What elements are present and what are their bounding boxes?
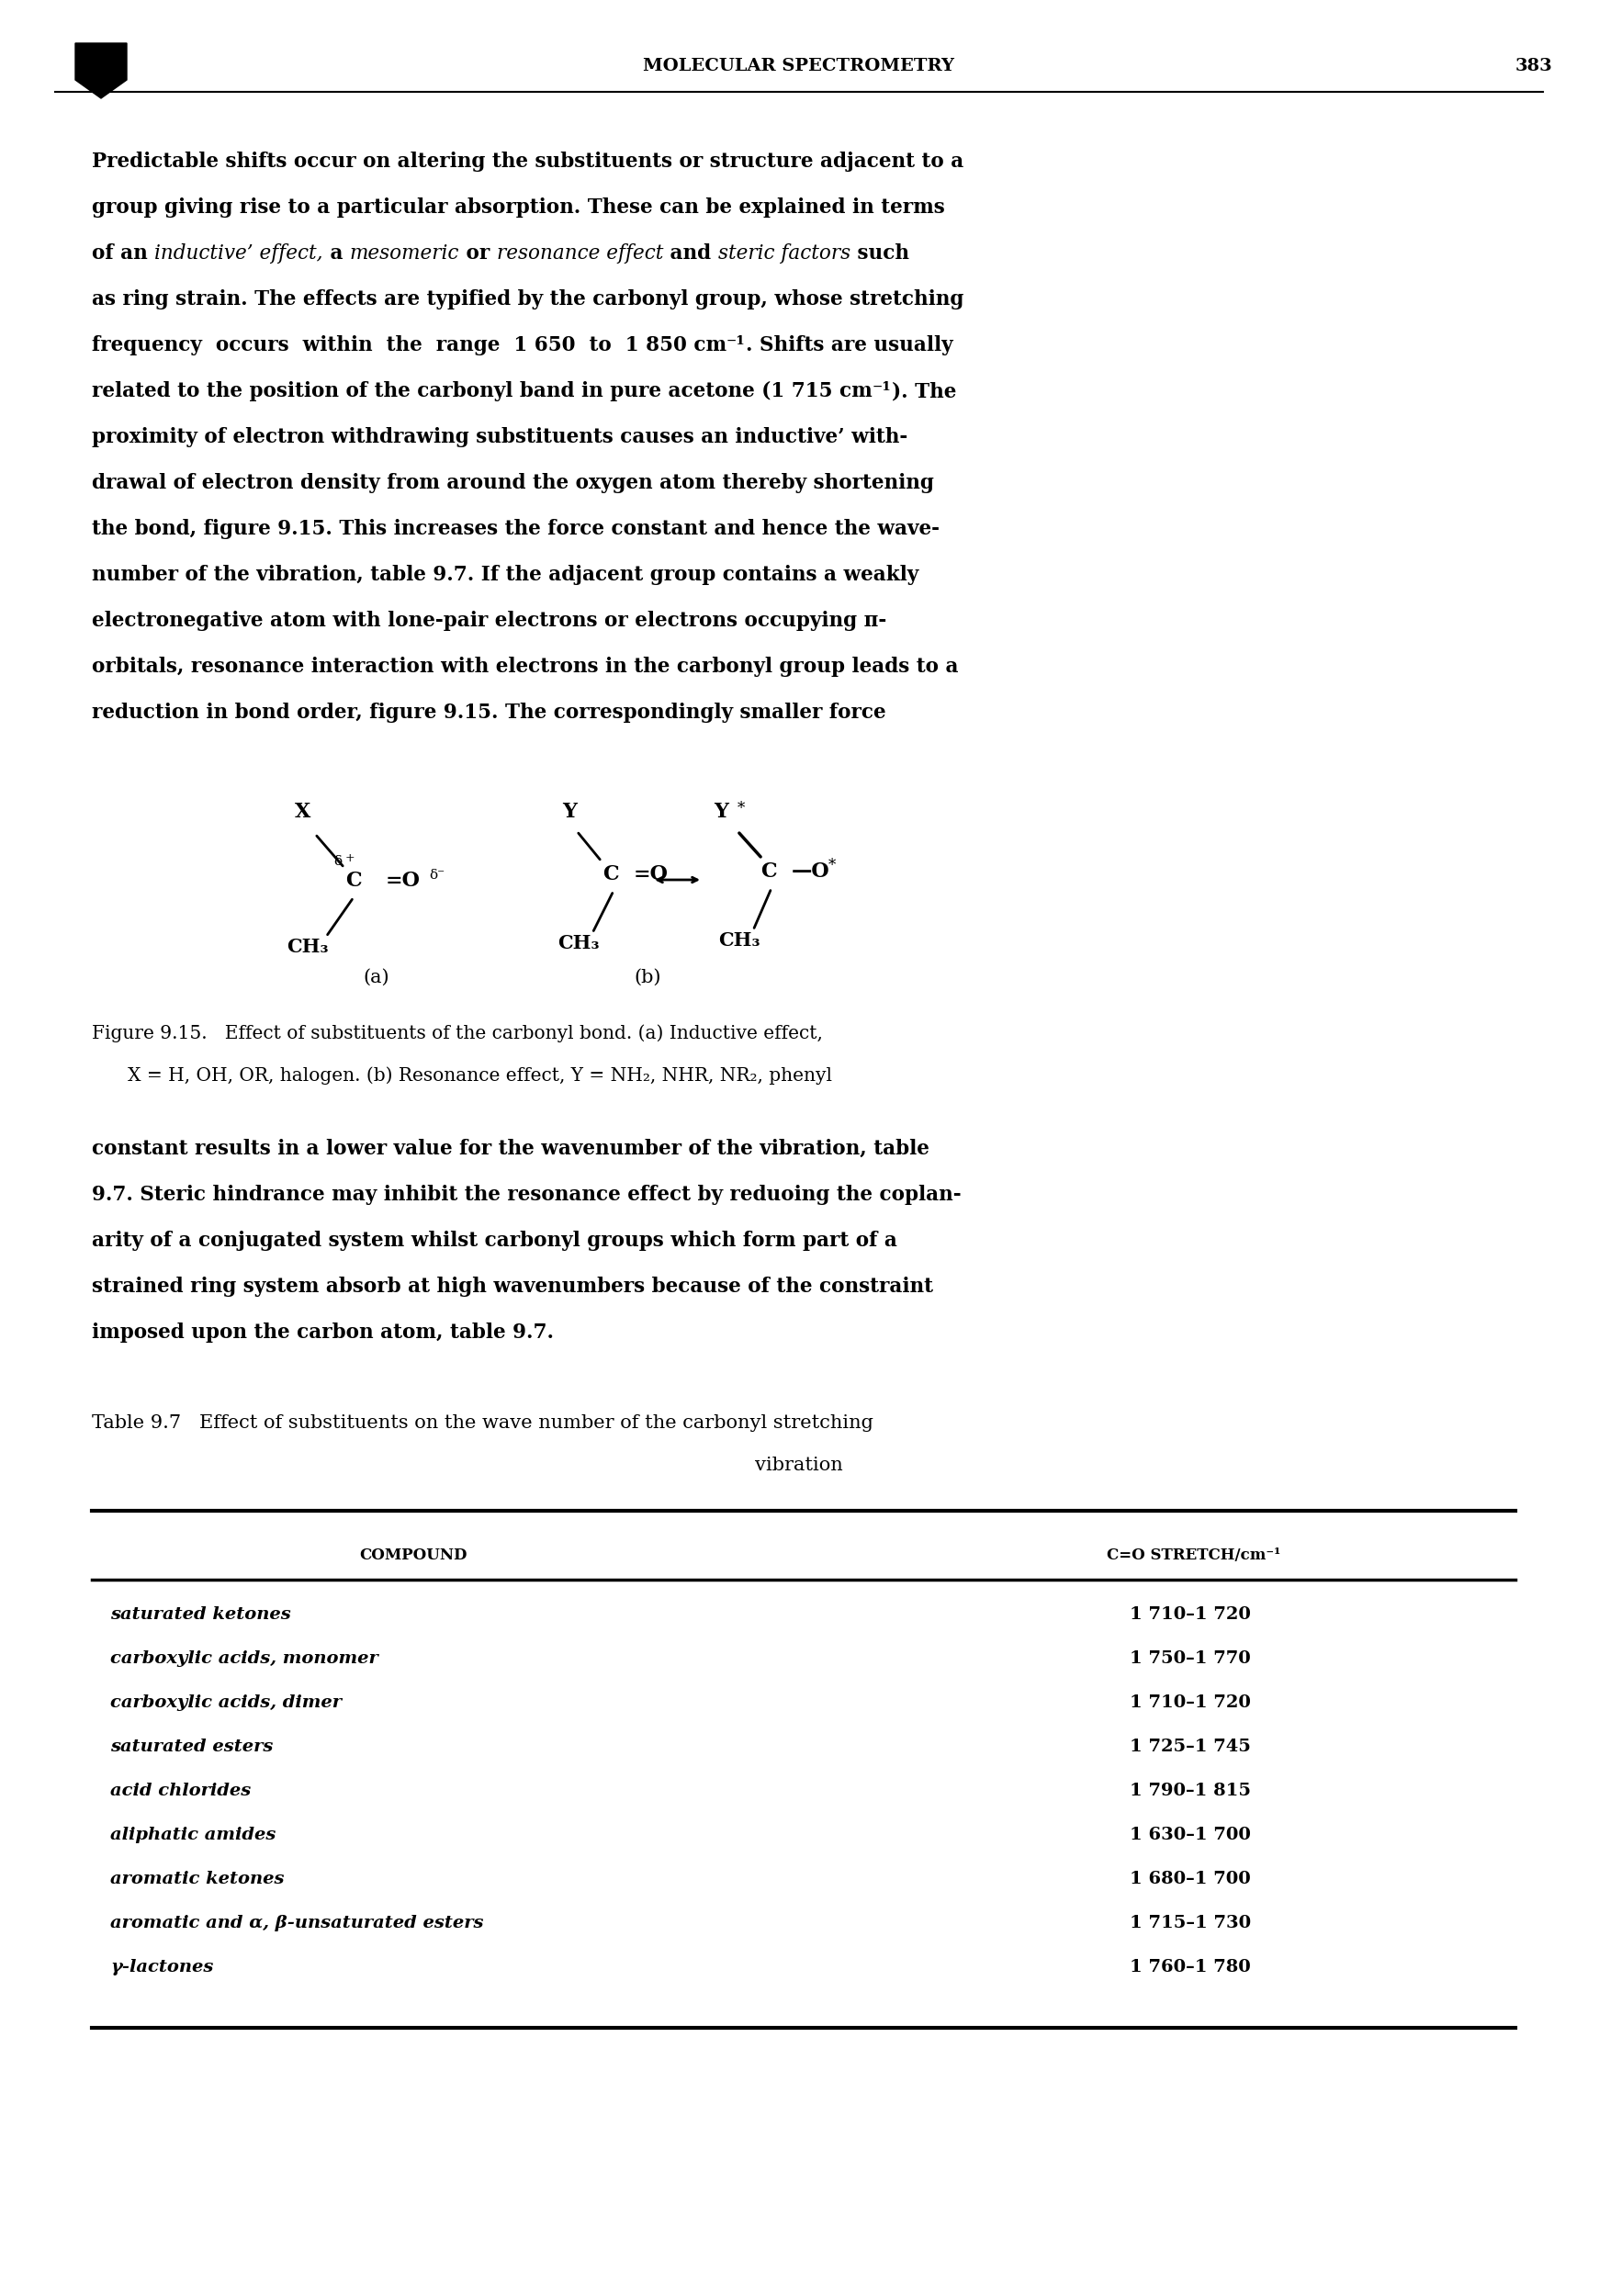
Text: 1 630–1 700: 1 630–1 700 <box>1129 1828 1250 1844</box>
Text: 9.7. Steric hindrance may inhibit the resonance effect by reduoing the coplan-: 9.7. Steric hindrance may inhibit the re… <box>91 1185 961 1205</box>
Text: acid chlorides: acid chlorides <box>110 1782 251 1800</box>
Text: aliphatic amides: aliphatic amides <box>110 1828 277 1844</box>
Text: 1 750–1 770: 1 750–1 770 <box>1129 1651 1250 1667</box>
Text: orbitals, resonance interaction with electrons in the carbonyl group leads to a: orbitals, resonance interaction with ele… <box>91 657 958 677</box>
Text: COMPOUND: COMPOUND <box>360 1548 467 1564</box>
Text: γ-lactones: γ-lactones <box>110 1958 213 1975</box>
Text: =O: =O <box>385 870 421 891</box>
Text: the bond, figure 9.15. This increases the force constant and hence the wave-: the bond, figure 9.15. This increases th… <box>91 519 940 540</box>
Text: saturated ketones: saturated ketones <box>110 1607 291 1623</box>
Text: . Shifts are usually: . Shifts are usually <box>745 335 953 356</box>
Text: constant results in a lower value for the wavenumber of the vibration, table: constant results in a lower value for th… <box>91 1139 929 1159</box>
Polygon shape <box>75 44 126 99</box>
Text: 1 790–1 815: 1 790–1 815 <box>1129 1782 1250 1800</box>
Text: group giving rise to a particular absorption. These can be explained in terms: group giving rise to a particular absorp… <box>91 197 945 218</box>
Text: or: or <box>459 243 497 264</box>
Text: (b): (b) <box>633 969 660 987</box>
Text: and: and <box>664 243 718 264</box>
Text: Table 9.7   Effect of substituents on the wave number of the carbonyl stretching: Table 9.7 Effect of substituents on the … <box>91 1414 873 1433</box>
Text: strained ring system absorb at high wavenumbers because of the constraint: strained ring system absorb at high wave… <box>91 1277 934 1297</box>
Text: proximity of electron withdrawing substituents causes an inductive’ with-: proximity of electron withdrawing substi… <box>91 427 908 448</box>
Text: 1 710–1 720: 1 710–1 720 <box>1129 1694 1250 1711</box>
Text: imposed upon the carbon atom, table 9.7.: imposed upon the carbon atom, table 9.7. <box>91 1322 553 1343</box>
Text: CH₃: CH₃ <box>558 934 600 953</box>
Text: number of the vibration, table 9.7. If the adjacent group contains a weakly: number of the vibration, table 9.7. If t… <box>91 565 919 585</box>
Text: mesomeric: mesomeric <box>350 243 459 264</box>
Text: 1 710–1 720: 1 710–1 720 <box>1129 1607 1250 1623</box>
Text: saturated esters: saturated esters <box>110 1738 273 1754</box>
Text: ⁻¹: ⁻¹ <box>726 335 745 356</box>
Text: inductive’ effect,: inductive’ effect, <box>155 243 323 264</box>
Text: of an: of an <box>91 243 155 264</box>
Text: CH₃: CH₃ <box>718 932 760 951</box>
Text: ⁻¹: ⁻¹ <box>873 381 892 402</box>
Text: vibration: vibration <box>755 1456 843 1474</box>
Text: drawal of electron density from around the oxygen atom thereby shortening: drawal of electron density from around t… <box>91 473 934 494</box>
Text: a: a <box>323 243 350 264</box>
Text: Y: Y <box>563 801 577 822</box>
Text: C=O STRETCH/cm⁻¹: C=O STRETCH/cm⁻¹ <box>1107 1548 1281 1564</box>
Text: steric factors: steric factors <box>718 243 851 264</box>
Text: 383: 383 <box>1516 57 1553 73</box>
Text: CH₃: CH₃ <box>286 937 329 955</box>
Text: related to the position of the carbonyl band in pure acetone (1 715 cm: related to the position of the carbonyl … <box>91 381 873 402</box>
Text: aromatic and α, β-unsaturated esters: aromatic and α, β-unsaturated esters <box>110 1915 483 1931</box>
Text: electronegative atom with lone-pair electrons or electrons occupying π-: electronegative atom with lone-pair elec… <box>91 611 886 631</box>
Text: (a): (a) <box>363 969 390 987</box>
Text: δ⁻: δ⁻ <box>429 868 445 882</box>
Text: 1 715–1 730: 1 715–1 730 <box>1129 1915 1250 1931</box>
Text: reduction in bond order, figure 9.15. The correspondingly smaller force: reduction in bond order, figure 9.15. Th… <box>91 703 886 723</box>
Text: δ: δ <box>334 854 342 868</box>
Text: arity of a conjugated system whilst carbonyl groups which form part of a: arity of a conjugated system whilst carb… <box>91 1231 897 1251</box>
Text: MOLECULAR SPECTROMETRY: MOLECULAR SPECTROMETRY <box>643 57 955 73</box>
Text: —O: —O <box>792 861 830 882</box>
Text: 1 680–1 700: 1 680–1 700 <box>1129 1871 1250 1887</box>
Text: +: + <box>345 852 355 863</box>
Text: *: * <box>737 801 745 817</box>
Text: 1 760–1 780: 1 760–1 780 <box>1129 1958 1250 1975</box>
Text: such: such <box>851 243 910 264</box>
Text: C: C <box>603 863 619 884</box>
Text: ). The: ). The <box>892 381 956 402</box>
Text: =O: =O <box>633 863 668 884</box>
Text: Y: Y <box>713 801 728 822</box>
Text: as ring strain. The effects are typified by the carbonyl group, whose stretching: as ring strain. The effects are typified… <box>91 289 964 310</box>
Text: aromatic ketones: aromatic ketones <box>110 1871 285 1887</box>
Text: 1 725–1 745: 1 725–1 745 <box>1129 1738 1250 1754</box>
Text: C: C <box>761 861 777 882</box>
Text: X: X <box>296 801 312 822</box>
Text: X = H, OH, OR, halogen. (b) Resonance effect, Y = NH₂, NHR, NR₂, phenyl: X = H, OH, OR, halogen. (b) Resonance ef… <box>110 1065 831 1084</box>
Text: resonance effect: resonance effect <box>497 243 664 264</box>
Text: frequency  occurs  within  the  range  1 650  to  1 850 cm: frequency occurs within the range 1 650 … <box>91 335 726 356</box>
Text: carboxylic acids, dimer: carboxylic acids, dimer <box>110 1694 342 1711</box>
Text: C: C <box>345 870 361 891</box>
Text: carboxylic acids, monomer: carboxylic acids, monomer <box>110 1651 379 1667</box>
Text: Predictable shifts occur on altering the substituents or structure adjacent to a: Predictable shifts occur on altering the… <box>91 152 964 172</box>
Text: *: * <box>828 859 836 872</box>
Text: Figure 9.15.   Effect of substituents of the carbonyl bond. (a) Inductive effect: Figure 9.15. Effect of substituents of t… <box>91 1024 823 1042</box>
